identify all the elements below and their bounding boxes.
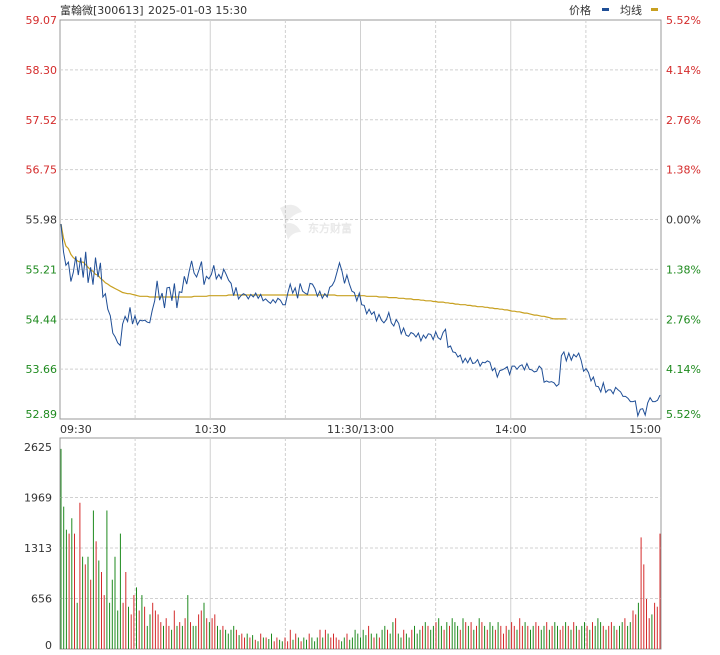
price-line xyxy=(60,223,661,418)
percent-axis-tick-label: 4.14% xyxy=(666,64,701,77)
price-axis-tick-label: 57.52 xyxy=(26,114,58,127)
percent-axis-tick-label: 1.38% xyxy=(666,263,701,276)
percent-axis-tick-label: 4.14% xyxy=(666,363,701,376)
legend-price-label: 价格 xyxy=(569,3,591,17)
price-axis-tick-label: 52.89 xyxy=(26,408,58,421)
time-axis: 09:30 10:30 11:30/13:00 14:00 15:00 xyxy=(60,423,661,436)
eastmoney-logo-icon xyxy=(280,204,302,240)
avg-price-line xyxy=(60,223,567,320)
volume-axis-tick-label: 1313 xyxy=(24,542,52,555)
watermark: 东方财富 xyxy=(280,204,352,240)
legend-avg-label: 均线 xyxy=(620,3,642,17)
percent-axis-tick-label: 2.76% xyxy=(666,313,701,326)
price-axis-tick-label: 55.21 xyxy=(26,263,58,276)
time-axis-label: 09:30 xyxy=(60,423,92,436)
time-axis-label: 14:00 xyxy=(495,423,527,436)
price-axis-tick-label: 54.44 xyxy=(26,313,58,326)
percent-axis-tick-label: 5.52% xyxy=(666,408,701,421)
time-axis-label: 10:30 xyxy=(194,423,226,436)
price-axis-tick-label: 58.30 xyxy=(26,64,58,77)
volume-grid xyxy=(60,438,661,649)
percent-axis-tick-label: 5.52% xyxy=(666,14,701,27)
volume-axis-tick-label: 1969 xyxy=(24,491,52,504)
volume-axis-tick-label: 0 xyxy=(45,639,52,652)
price-lines xyxy=(60,223,661,418)
watermark-text: 东方财富 xyxy=(308,221,352,235)
price-axis-tick-label: 59.07 xyxy=(26,14,58,27)
percent-axis-tick-label: 1.38% xyxy=(666,164,701,177)
chart-datetime: 2025-01-03 15:30 xyxy=(148,4,247,17)
price-right-axis: 5.52% 4.14% 2.76% 1.38% 0.00% 1.38% 2.76% 4.14%… xyxy=(666,14,701,421)
time-axis-label: 11:30/13:00 xyxy=(327,423,394,436)
price-axis-tick-label: 53.66 xyxy=(26,363,58,376)
percent-axis-tick-label: 2.76% xyxy=(666,114,701,127)
percent-axis-tick-label: 0.00% xyxy=(666,214,701,227)
price-left-axis: 59.07 58.30 57.52 56.75 55.98 55.21 54.44 53.66… xyxy=(26,14,58,421)
volume-axis: 2625 1969 1313 656 0 xyxy=(24,441,52,652)
legend-price-swatch xyxy=(602,8,609,11)
volume-axis-tick-label: 2625 xyxy=(24,441,52,454)
price-axis-tick-label: 56.75 xyxy=(26,164,58,177)
legend-avg-swatch xyxy=(651,8,658,11)
volume-bars xyxy=(60,448,661,649)
stock-title: 富翰微[300613] xyxy=(60,3,144,17)
volume-axis-tick-label: 656 xyxy=(31,593,52,606)
price-axis-tick-label: 55.98 xyxy=(26,214,58,227)
time-axis-label: 15:00 xyxy=(629,423,661,436)
